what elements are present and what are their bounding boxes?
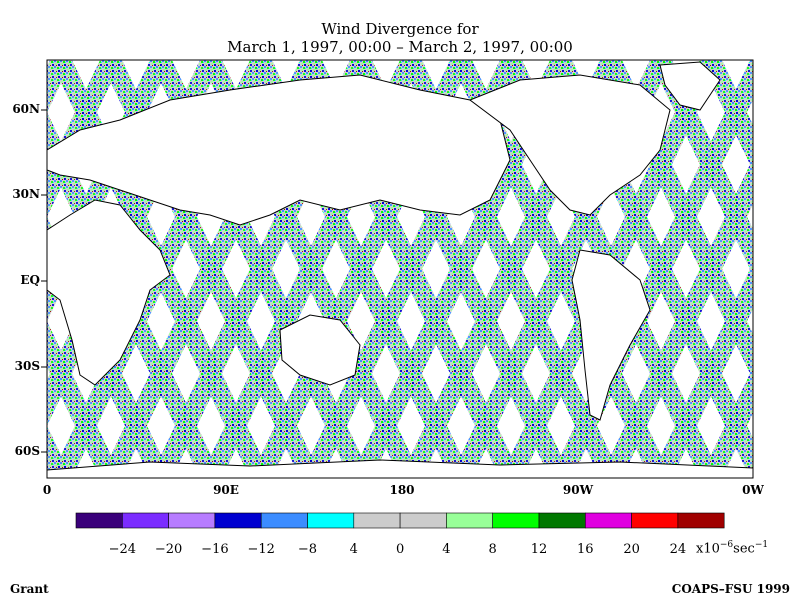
legend-tick-label: 16 bbox=[577, 542, 594, 557]
legend-swatch bbox=[446, 512, 493, 529]
credit-label: COAPS–FSU 1999 bbox=[671, 582, 790, 596]
legend-tick-label: −16 bbox=[201, 542, 229, 557]
eurasia-landmass bbox=[47, 74, 511, 226]
legend-swatch bbox=[584, 512, 632, 529]
legend-tick-label: 0 bbox=[395, 542, 405, 557]
north-america-landmass bbox=[468, 74, 671, 216]
chart-title-line2: March 1, 1997, 00:00 – March 2, 1997, 00… bbox=[227, 38, 573, 56]
legend-tick-label: 8 bbox=[488, 542, 497, 557]
lat-label-eq: EQ bbox=[20, 273, 40, 287]
lat-label-60n: 60N bbox=[12, 102, 40, 116]
legend-swatch bbox=[307, 512, 355, 529]
legend-swatch bbox=[75, 512, 123, 529]
legend-swatch bbox=[214, 512, 262, 529]
legend-tick-label: 4 bbox=[349, 542, 358, 557]
satellite-swath bbox=[700, 367, 753, 478]
legend-units: x10−6sec−1 bbox=[696, 540, 769, 557]
legend-swatch bbox=[168, 512, 216, 529]
legend-swatch bbox=[492, 512, 540, 529]
africa-landmass bbox=[47, 199, 171, 386]
legend-tick-label: 12 bbox=[530, 542, 548, 557]
legend-swatch bbox=[631, 512, 679, 529]
legend-tick-label: −12 bbox=[247, 542, 275, 557]
australia-landmass bbox=[279, 314, 361, 386]
chart-title-line1: Wind Divergence for bbox=[321, 20, 479, 38]
satellite-swath bbox=[650, 60, 753, 276]
legend-swatch bbox=[353, 512, 401, 529]
lon-label-90w: 90W bbox=[562, 483, 594, 497]
lon-label-90e: 90E bbox=[213, 483, 239, 497]
legend-tick-label: 4 bbox=[442, 542, 451, 557]
lon-label-180: 180 bbox=[389, 483, 415, 497]
lat-label-30n: 30N bbox=[12, 187, 40, 201]
lat-label-30s: 30S bbox=[14, 359, 40, 373]
legend-tick-label: −20 bbox=[154, 542, 183, 557]
satellite-swath bbox=[650, 262, 753, 478]
axis-ticks bbox=[41, 109, 47, 453]
legend-swatch bbox=[677, 512, 725, 529]
lat-label-60s: 60S bbox=[14, 444, 40, 458]
lon-label-0w: 0W bbox=[742, 483, 764, 497]
coastlines bbox=[47, 61, 753, 478]
lon-label-0: 0 bbox=[42, 483, 52, 497]
legend-swatch bbox=[122, 512, 169, 529]
legend-swatch bbox=[260, 512, 308, 529]
greenland-landmass bbox=[659, 61, 721, 111]
antarctica-landmass bbox=[47, 459, 753, 478]
author-label: Grant bbox=[10, 582, 49, 596]
legend-tick-label: 20 bbox=[623, 542, 640, 557]
legend-swatch bbox=[399, 512, 447, 529]
map-frame bbox=[46, 59, 754, 479]
satellite-swath bbox=[750, 60, 753, 67]
legend-tick-label: 24 bbox=[669, 542, 687, 557]
legend-tick-label: −8 bbox=[297, 542, 318, 557]
satellite-swath bbox=[600, 158, 753, 478]
legend-tick-label: −24 bbox=[108, 542, 137, 557]
south-america-landmass bbox=[571, 249, 651, 421]
legend-swatch bbox=[538, 512, 586, 529]
